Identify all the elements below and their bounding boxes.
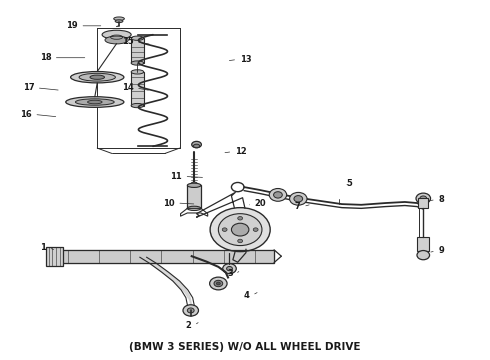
Ellipse shape xyxy=(187,183,201,188)
Ellipse shape xyxy=(66,97,124,107)
Text: (BMW 3 SERIES) W/O ALL WHEEL DRIVE: (BMW 3 SERIES) W/O ALL WHEEL DRIVE xyxy=(129,342,361,352)
Circle shape xyxy=(238,239,243,243)
Circle shape xyxy=(290,192,307,205)
Text: 3: 3 xyxy=(227,269,233,278)
Circle shape xyxy=(253,228,258,231)
Text: 13: 13 xyxy=(240,55,252,64)
Circle shape xyxy=(214,280,223,287)
Ellipse shape xyxy=(131,36,144,40)
Text: 10: 10 xyxy=(163,198,175,207)
Circle shape xyxy=(187,308,194,313)
Text: 4: 4 xyxy=(244,291,250,300)
Circle shape xyxy=(231,223,249,236)
Text: 15: 15 xyxy=(122,37,134,46)
Ellipse shape xyxy=(192,141,201,148)
Text: 11: 11 xyxy=(170,172,182,181)
Ellipse shape xyxy=(102,30,131,39)
Circle shape xyxy=(417,251,430,260)
Text: 7: 7 xyxy=(295,202,301,211)
Circle shape xyxy=(223,264,236,274)
Circle shape xyxy=(183,305,198,316)
Text: 1: 1 xyxy=(41,243,47,252)
Text: 20: 20 xyxy=(255,198,266,207)
Bar xyxy=(49,250,274,262)
Text: 9: 9 xyxy=(439,246,444,255)
Circle shape xyxy=(210,208,270,252)
Ellipse shape xyxy=(131,70,144,74)
Text: 17: 17 xyxy=(23,84,34,93)
Bar xyxy=(131,38,144,63)
Text: 8: 8 xyxy=(439,195,444,204)
Ellipse shape xyxy=(90,75,104,79)
Circle shape xyxy=(420,196,427,201)
Circle shape xyxy=(226,266,232,271)
Circle shape xyxy=(210,277,227,290)
Bar xyxy=(131,72,144,105)
Bar xyxy=(417,237,429,251)
Ellipse shape xyxy=(88,100,102,104)
Text: 12: 12 xyxy=(235,147,247,156)
Circle shape xyxy=(238,216,243,220)
Bar xyxy=(418,198,428,208)
Text: 5: 5 xyxy=(347,179,353,188)
Ellipse shape xyxy=(131,61,144,65)
Text: 19: 19 xyxy=(66,21,78,30)
Ellipse shape xyxy=(75,99,114,105)
Ellipse shape xyxy=(187,206,201,211)
Circle shape xyxy=(222,228,227,231)
Ellipse shape xyxy=(115,20,123,23)
Ellipse shape xyxy=(191,182,197,185)
Ellipse shape xyxy=(194,144,200,148)
Circle shape xyxy=(416,193,431,204)
Circle shape xyxy=(269,189,287,201)
Circle shape xyxy=(294,195,303,202)
Ellipse shape xyxy=(79,73,116,81)
Text: 18: 18 xyxy=(40,53,51,62)
Circle shape xyxy=(219,214,262,246)
Text: 2: 2 xyxy=(186,321,192,330)
Circle shape xyxy=(273,192,282,198)
Ellipse shape xyxy=(114,17,124,21)
Bar xyxy=(47,247,63,266)
Ellipse shape xyxy=(71,72,124,83)
Text: 14: 14 xyxy=(122,84,134,93)
Text: 16: 16 xyxy=(20,110,32,119)
Ellipse shape xyxy=(105,36,128,44)
Bar xyxy=(187,185,201,208)
Circle shape xyxy=(217,282,221,285)
Ellipse shape xyxy=(131,103,144,108)
